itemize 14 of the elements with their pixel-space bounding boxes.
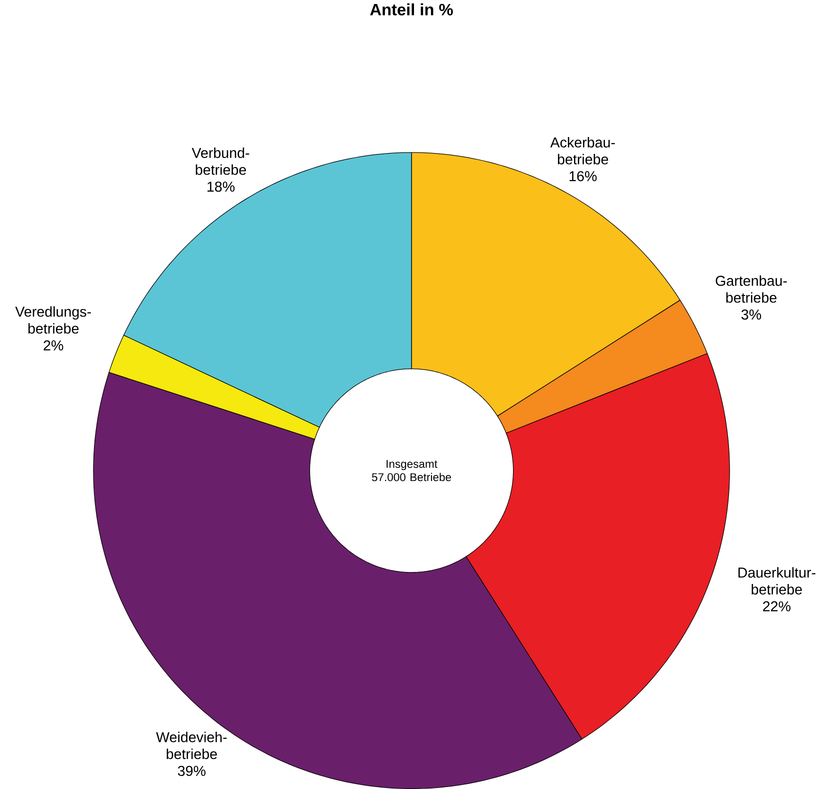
- slice-label: Veredlungs-betriebe: [15, 306, 91, 334]
- data-label: 18%: [208, 182, 235, 192]
- slice-label: Gartenbau-betriebe: [716, 275, 787, 303]
- slice-label: Weidevieh-betriebe: [156, 732, 227, 760]
- text: Insgesamt 57.000 Betriebe: [372, 460, 452, 482]
- data-label: 39%: [178, 766, 206, 776]
- chart-title: Anteil in %: [370, 3, 453, 16]
- slice-label: Verbund-betriebe: [192, 147, 250, 175]
- data-label: 3%: [741, 309, 762, 320]
- slice-label: Dauerkultur-betriebe: [738, 567, 816, 595]
- slice-label: Ackerbau-betriebe: [550, 137, 615, 164]
- data-label: 2%: [44, 340, 64, 350]
- data-label: 16%: [570, 171, 597, 182]
- data-label: 22%: [763, 601, 790, 612]
